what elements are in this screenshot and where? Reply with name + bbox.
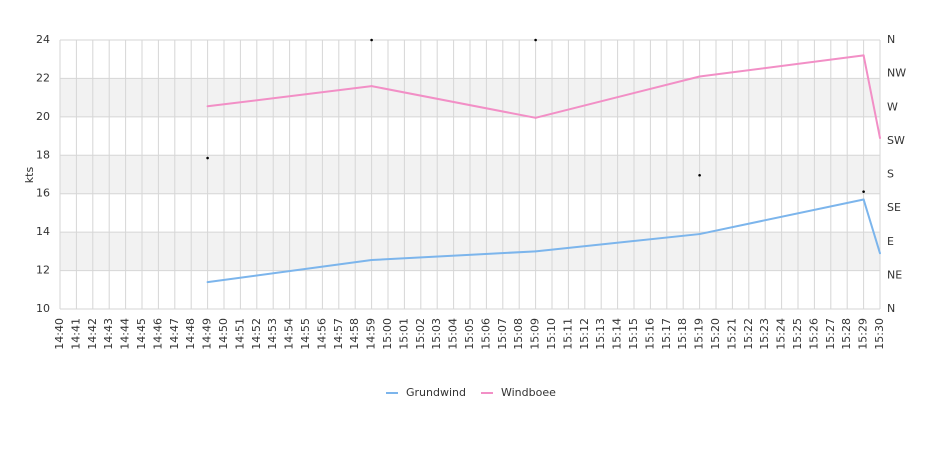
- x-tick-label: 14:43: [102, 318, 115, 350]
- direction-marker: [534, 38, 537, 42]
- series-segment: [206, 259, 373, 284]
- x-tick-label: 14:58: [348, 318, 361, 350]
- y-tick-label: 10: [36, 302, 50, 315]
- series-segment: [370, 250, 537, 262]
- y-tick-label: 20: [36, 110, 50, 123]
- x-tick-label: 15:17: [660, 318, 673, 350]
- x-tick-label: 15:30: [873, 318, 886, 350]
- y2-tick-label: NW: [887, 67, 906, 80]
- y-tick-label: 12: [36, 264, 50, 277]
- y2-tick-label: S: [887, 168, 894, 181]
- direction-marker: [370, 38, 373, 42]
- x-tick-label: 15:20: [709, 318, 722, 350]
- series-segment: [698, 54, 865, 78]
- x-tick-label: 14:42: [86, 318, 99, 350]
- y2-tick-label: SW: [887, 134, 905, 147]
- x-tick-label: 15:11: [561, 318, 574, 350]
- x-tick-label: 15:24: [775, 318, 788, 350]
- y2-tick-label: SE: [887, 201, 901, 214]
- x-tick-label: 14:54: [283, 318, 296, 350]
- y2-tick-label: NE: [887, 268, 902, 281]
- y-axis-label: kts: [23, 167, 36, 184]
- direction-marker: [206, 156, 209, 160]
- x-tick-label: 15:29: [857, 318, 870, 350]
- x-tick-label: 15:01: [397, 318, 410, 350]
- x-tick-label: 14:45: [135, 318, 148, 350]
- x-tick-label: 14:41: [69, 318, 82, 350]
- x-tick-label: 14:55: [299, 318, 312, 350]
- x-tick-label: 15:21: [725, 318, 738, 350]
- x-tick-label: 15:23: [758, 318, 771, 350]
- x-tick-label: 15:04: [447, 318, 460, 350]
- y-tick-label: 16: [36, 187, 50, 200]
- x-tick-label: 15:19: [693, 318, 706, 350]
- y2-tick-label: N: [887, 302, 895, 315]
- x-tick-label: 14:50: [217, 318, 230, 350]
- direction-marker: [862, 190, 865, 193]
- y-tick-label: 24: [36, 33, 50, 46]
- x-tick-label: 15:28: [840, 318, 853, 350]
- series-segment: [698, 198, 865, 236]
- x-tick-label: 15:08: [512, 318, 525, 350]
- x-tick-label: 14:59: [365, 318, 378, 350]
- x-tick-label: 15:13: [594, 318, 607, 350]
- x-tick-label: 14:51: [233, 318, 246, 350]
- x-tick-label: 15:15: [627, 318, 640, 350]
- x-tick-label: 15:07: [496, 318, 509, 350]
- x-tick-label: 15:02: [414, 318, 427, 350]
- series-segment: [206, 85, 373, 108]
- series-segment: [534, 233, 701, 253]
- legend-label: Grundwind: [406, 386, 466, 399]
- x-tick-label: 15:10: [545, 318, 558, 350]
- x-tick-label: 14:56: [315, 318, 328, 350]
- direction-marker: [698, 173, 701, 177]
- series-segment: [534, 75, 701, 119]
- legend-label: Windboee: [501, 386, 556, 399]
- x-tick-label: 14:52: [250, 318, 263, 350]
- y-tick-label: 18: [36, 148, 50, 161]
- x-tick-label: 15:16: [643, 318, 656, 350]
- y2-tick-label: E: [887, 235, 894, 248]
- x-tick-label: 15:03: [430, 318, 443, 350]
- x-tick-label: 14:44: [119, 318, 132, 350]
- x-tick-label: 15:14: [611, 318, 624, 350]
- series-segment: [862, 54, 881, 139]
- x-tick-label: 14:48: [184, 318, 197, 350]
- x-tick-label: 14:40: [53, 318, 66, 350]
- x-tick-label: 15:26: [807, 318, 820, 350]
- x-tick-label: 15:00: [381, 318, 394, 350]
- x-tick-label: 15:05: [463, 318, 476, 350]
- x-tick-label: 15:25: [791, 318, 804, 350]
- x-tick-label: 14:47: [168, 318, 181, 350]
- x-tick-label: 15:06: [479, 318, 492, 350]
- series-segment: [370, 85, 537, 119]
- x-tick-label: 14:46: [151, 318, 164, 350]
- x-tick-label: 15:09: [529, 318, 542, 350]
- series-segment: [862, 198, 881, 255]
- y-tick-label: 14: [36, 225, 50, 238]
- y2-tick-label: W: [887, 100, 898, 113]
- x-tick-label: 14:53: [266, 318, 279, 350]
- x-tick-label: 15:12: [578, 318, 591, 350]
- x-tick-label: 15:22: [742, 318, 755, 350]
- y2-tick-label: N: [887, 33, 895, 46]
- y-tick-label: 22: [36, 71, 50, 84]
- x-tick-label: 14:57: [332, 318, 345, 350]
- x-tick-label: 15:27: [824, 318, 837, 350]
- x-tick-label: 15:18: [676, 318, 689, 350]
- x-tick-label: 14:49: [201, 318, 214, 350]
